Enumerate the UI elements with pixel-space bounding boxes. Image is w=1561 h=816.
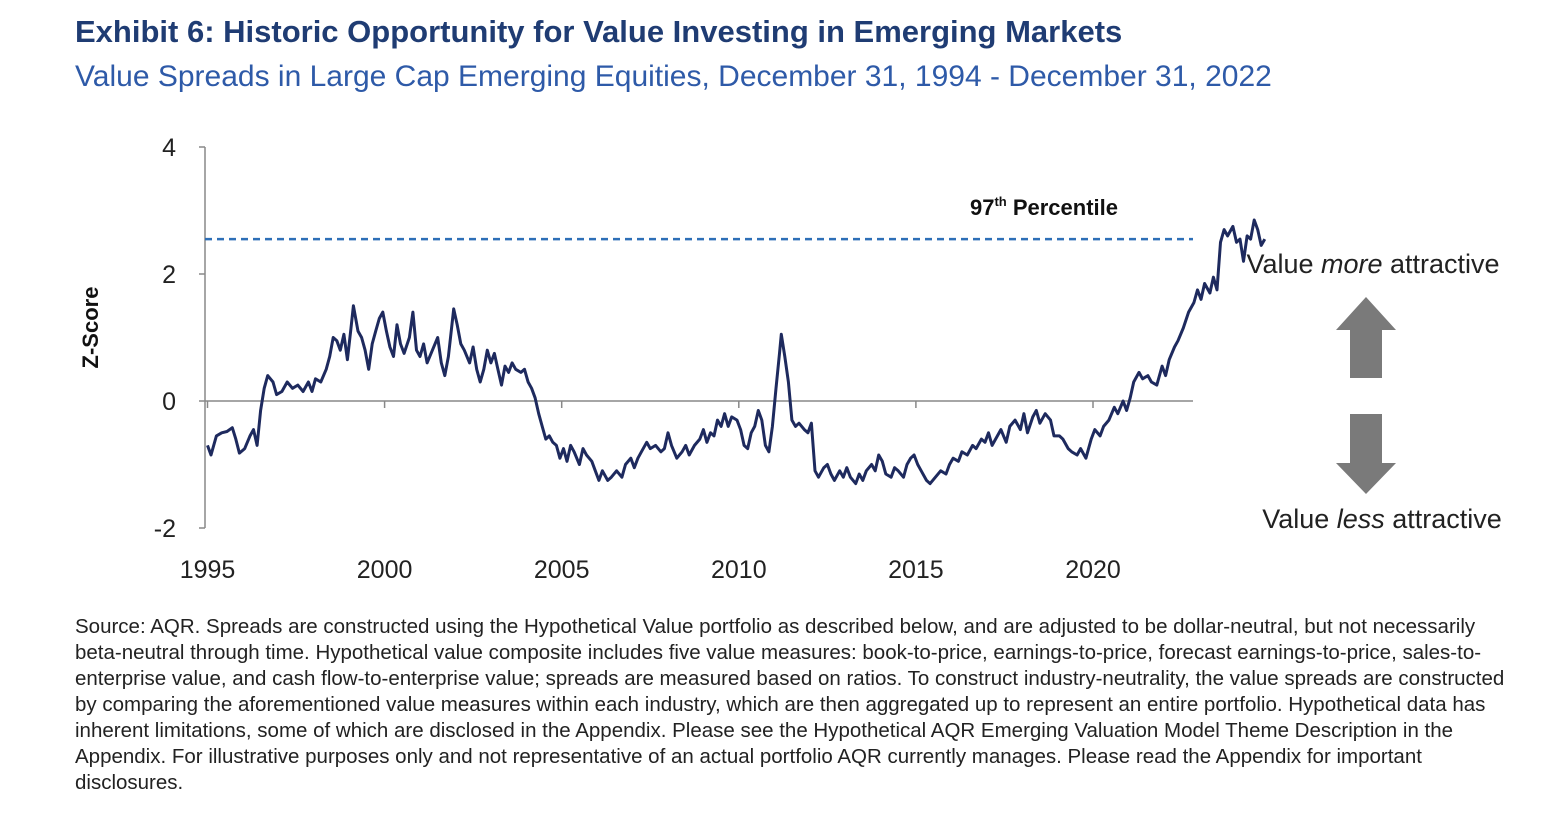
y-axis-label: Z-Score bbox=[78, 287, 103, 369]
attractiveness-annotations: Value more attractive Value less attracti… bbox=[1246, 249, 1501, 534]
chart-subtitle: Value Spreads in Large Cap Emerging Equi… bbox=[75, 60, 1272, 93]
x-tick-label: 2005 bbox=[534, 556, 590, 584]
series-group bbox=[206, 218, 1267, 486]
value-less-attractive-label: Value less attractive bbox=[1262, 504, 1502, 534]
down-arrow-icon bbox=[1336, 414, 1396, 494]
x-tick-label: 1995 bbox=[180, 556, 236, 584]
y-tick-label: 4 bbox=[162, 134, 176, 162]
reference-line-label: 97th Percentile bbox=[970, 194, 1118, 220]
series-line bbox=[206, 218, 1267, 486]
x-tick-label: 2020 bbox=[1065, 556, 1121, 584]
reference-line-group: 97th Percentile bbox=[205, 194, 1193, 241]
y-tick-label: 0 bbox=[162, 388, 176, 416]
y-tick-label: -2 bbox=[154, 515, 176, 543]
x-tick-label: 2015 bbox=[888, 556, 944, 584]
chart-title: Exhibit 6: Historic Opportunity for Valu… bbox=[75, 14, 1123, 49]
y-tick-label: 2 bbox=[162, 261, 176, 289]
source-note: Source: AQR. Spreads are constructed usi… bbox=[75, 615, 1505, 794]
x-tick-label: 2010 bbox=[711, 556, 767, 584]
value-more-attractive-label: Value more attractive bbox=[1246, 249, 1499, 279]
x-tick-label: 2000 bbox=[357, 556, 413, 584]
up-arrow-icon bbox=[1336, 297, 1396, 378]
